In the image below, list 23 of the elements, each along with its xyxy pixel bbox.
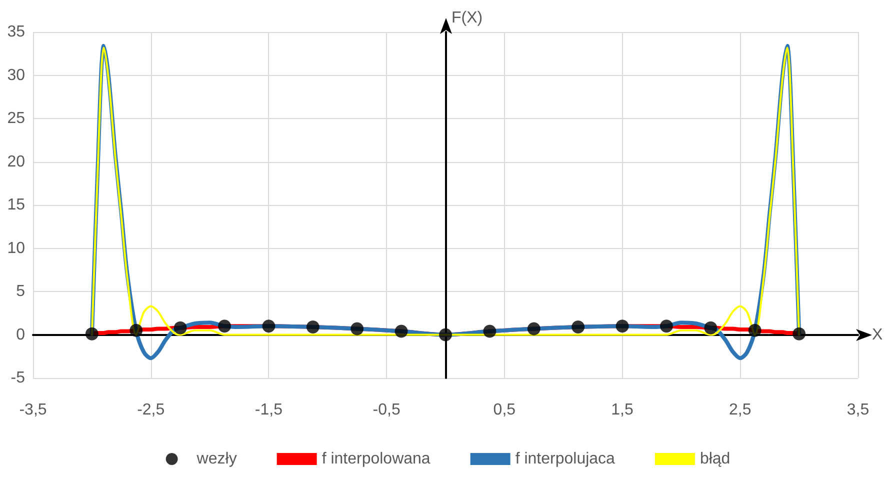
y-tick-label: 0 <box>16 326 26 344</box>
x-tick-label: -3,5 <box>19 402 47 418</box>
y-tick-label: 5 <box>16 283 26 300</box>
legend-label: błąd <box>700 450 730 468</box>
x-tick-label: 1,5 <box>611 402 634 418</box>
legend-label: f interpolujaca <box>515 450 616 468</box>
y-tick-label: 30 <box>7 66 26 84</box>
y-tick-label: 15 <box>7 196 26 214</box>
y-tick-label: 25 <box>7 110 26 127</box>
y-tick-label: 20 <box>7 153 26 170</box>
legend-label: wezły <box>196 450 237 468</box>
x-tick-label: 3,5 <box>846 402 870 418</box>
y-tick-label: 35 <box>7 24 26 40</box>
legend-label: f interpolowana <box>322 450 430 468</box>
x-tick-label: -1,5 <box>254 402 283 418</box>
x-axis-title: X <box>872 326 883 344</box>
y-tick-label: -5 <box>10 370 26 386</box>
y-axis-title: F(X) <box>452 10 483 26</box>
x-tick-label: -2,5 <box>137 402 165 418</box>
y-tick-label: 10 <box>7 240 26 257</box>
x-tick-label: 2,5 <box>729 402 752 418</box>
x-tick-label: 0,5 <box>493 402 516 418</box>
x-tick-label: -0,5 <box>372 402 400 418</box>
